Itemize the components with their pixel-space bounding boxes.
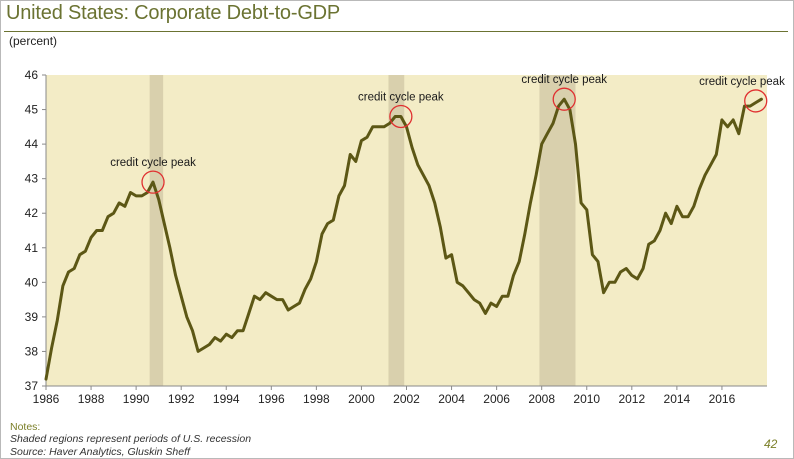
annotation-label: credit cycle peak [110,157,196,169]
x-tick-label: 2000 [348,392,375,406]
x-tick-label: 2004 [438,392,465,406]
x-tick-label: 1986 [33,392,60,406]
x-tick-label: 1988 [78,392,105,406]
annotations: credit cycle peak credit cycle peak credit… [110,74,785,194]
y-axis-units-label: (percent) [9,34,58,48]
annotation-label: credit cycle peak [358,91,444,103]
x-tick-label: 1998 [303,392,330,406]
series-line-group [44,97,763,381]
x-tick-label: 2012 [618,392,645,406]
source-note: Source: Haver Analytics, Gluskin Sheff [10,446,190,458]
y-tick-label: 38 [25,344,39,358]
y-tick-label: 41 [25,241,39,255]
x-tick-label: 1994 [213,392,240,406]
y-tick-label: 42 [25,206,39,220]
recession-note: Shaded regions represent periods of U.S.… [10,433,252,445]
x-tick-label: 1992 [168,392,195,406]
y-tick-label: 46 [25,68,39,82]
recession-band [388,75,405,386]
peak-circle [744,89,768,113]
notes-label: Notes: [10,421,41,433]
x-tick-label: 2006 [483,392,510,406]
annotation-label: credit cycle peak [699,76,785,88]
recession-band [149,75,164,386]
y-tick-label: 37 [25,379,39,393]
x-tick-label: 1996 [258,392,285,406]
page-title: United States: Corporate Debt-to-GDP [6,2,341,24]
x-tick-label: 2008 [528,392,555,406]
y-tick-label: 39 [25,310,39,324]
title-divider [4,31,788,32]
x-tick-label: 1990 [123,392,150,406]
annotation-label: credit cycle peak [521,74,607,86]
axes: 37 38 39 40 41 42 43 44 45 46 1986 1988 1990 1992 1994… [25,68,767,406]
y-tick-label: 44 [25,137,39,151]
y-tick-label: 43 [25,172,39,186]
page-number: 42 [764,437,778,451]
peak-circle [141,170,165,194]
peak-circle [552,87,576,111]
debt-to-gdp-chart: 37 38 39 40 41 42 43 44 45 46 1986 1988 1990 1992 1994… [25,68,785,406]
recession-band [539,75,576,386]
x-tick-label: 2002 [393,392,420,406]
peak-circle [389,104,413,129]
series-line [44,97,763,381]
x-tick-label: 2014 [664,392,691,406]
x-tick-label: 2016 [709,392,736,406]
x-tick-label: 2010 [573,392,600,406]
y-tick-label: 40 [25,275,39,289]
y-tick-label: 45 [25,103,39,117]
recession-bands [149,75,576,386]
